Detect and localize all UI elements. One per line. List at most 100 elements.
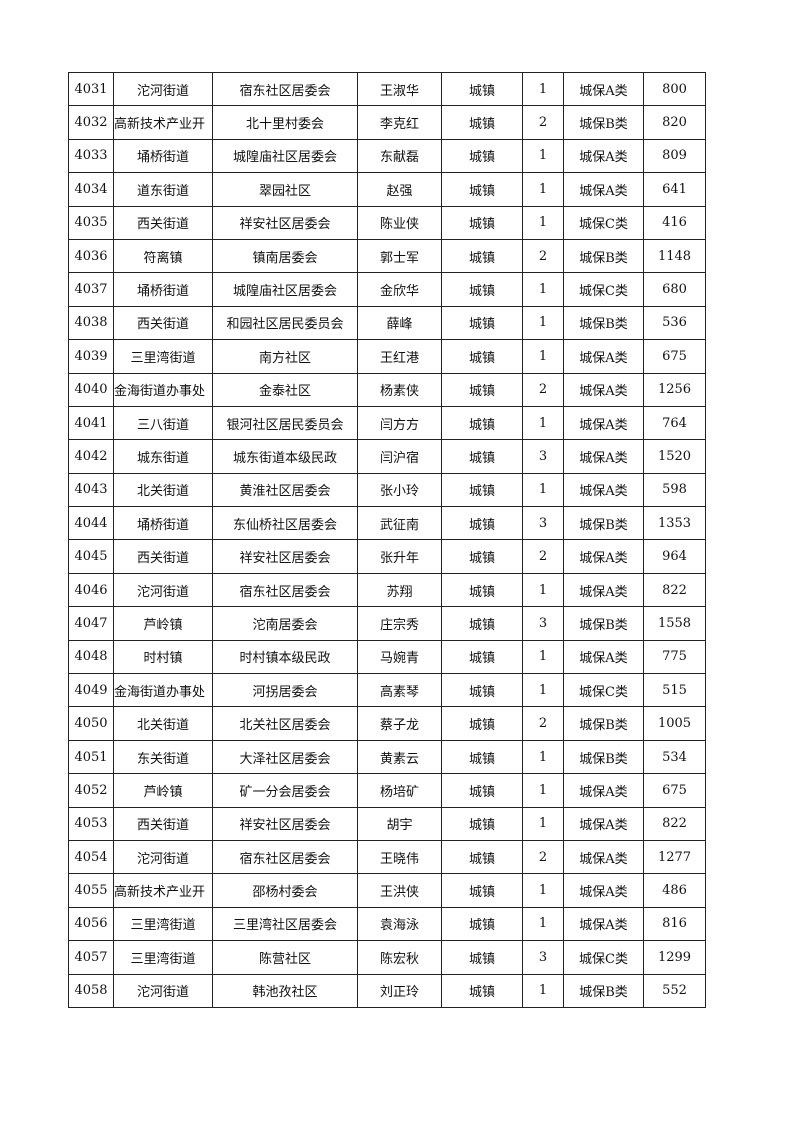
table-row: 4049 金海街道办事处 河拐居委会 高素琴 城镇 1 城保C类 515: [68, 673, 706, 708]
cell-row-id: 4037: [68, 272, 114, 307]
cell-community: 祥安社区居委会: [212, 806, 358, 841]
table-row: 4043 北关街道 黄淮社区居委会 张小玲 城镇 1 城保A类 598: [68, 472, 706, 508]
cell-household-size: 2: [522, 706, 564, 741]
cell-name: 武征南: [357, 506, 442, 541]
cell-street: 沱河街道: [113, 572, 213, 608]
cell-street: 北关街道: [113, 472, 213, 508]
cell-row-id: 4040: [68, 372, 114, 407]
cell-name: 王红港: [357, 339, 442, 374]
table-row: 4041 三八街道 银河社区居民委员会 闫方方 城镇 1 城保A类 764: [68, 405, 706, 441]
cell-street: 东关街道: [113, 739, 213, 775]
cell-amount: 1148: [643, 238, 706, 274]
cell-area-type: 城镇: [441, 906, 523, 942]
cell-household-size: 1: [522, 873, 564, 908]
cell-category: 城保A类: [563, 71, 644, 107]
cell-household-size: 1: [522, 205, 564, 240]
table-row: 4046 沱河街道 宿东社区居委会 苏翔 城镇 1 城保A类 822: [68, 572, 706, 608]
cell-household-size: 1: [522, 172, 564, 207]
cell-amount: 820: [643, 105, 706, 140]
cell-row-id: 4048: [68, 639, 114, 675]
cell-row-id: 4055: [68, 873, 114, 908]
cell-name: 李克红: [357, 105, 442, 140]
cell-area-type: 城镇: [441, 138, 523, 174]
cell-category: 城保B类: [563, 506, 644, 541]
cell-name: 东献磊: [357, 138, 442, 174]
cell-category: 城保A类: [563, 773, 644, 808]
cell-name: 闫方方: [357, 405, 442, 441]
cell-row-id: 4038: [68, 305, 114, 341]
cell-name: 赵强: [357, 172, 442, 207]
cell-area-type: 城镇: [441, 372, 523, 407]
cell-amount: 552: [643, 973, 706, 1008]
table-row: 4053 西关街道 祥安社区居委会 胡宇 城镇 1 城保A类 822: [68, 806, 706, 841]
cell-name: 陈宏秋: [357, 940, 442, 975]
cell-household-size: 1: [522, 405, 564, 441]
cell-area-type: 城镇: [441, 673, 523, 708]
cell-amount: 1299: [643, 940, 706, 975]
cell-street: 埇桥街道: [113, 506, 213, 541]
cell-community: 时村镇本级民政: [212, 639, 358, 675]
cell-row-id: 4053: [68, 806, 114, 841]
cell-street: 西关街道: [113, 205, 213, 240]
cell-row-id: 4042: [68, 439, 114, 474]
table-row: 4056 三里湾街道 三里湾社区居委会 袁海泳 城镇 1 城保A类 816: [68, 906, 706, 942]
cell-household-size: 1: [522, 639, 564, 675]
cell-amount: 515: [643, 673, 706, 708]
cell-community: 和园社区居民委员会: [212, 305, 358, 341]
cell-name: 王淑华: [357, 71, 442, 107]
cell-area-type: 城镇: [441, 272, 523, 307]
cell-community: 城隍庙社区居委会: [212, 272, 358, 307]
cell-row-id: 4043: [68, 472, 114, 508]
cell-community: 宿东社区居委会: [212, 572, 358, 608]
cell-household-size: 3: [522, 506, 564, 541]
cell-community: 城隍庙社区居委会: [212, 138, 358, 174]
cell-name: 陈业侠: [357, 205, 442, 240]
cell-household-size: 3: [522, 606, 564, 641]
table-row: 4042 城东街道 城东街道本级民政 闫沪宿 城镇 3 城保A类 1520: [68, 439, 706, 474]
cell-area-type: 城镇: [441, 506, 523, 541]
cell-row-id: 4056: [68, 906, 114, 942]
cell-household-size: 3: [522, 940, 564, 975]
cell-name: 袁海泳: [357, 906, 442, 942]
table-row: 4054 沱河街道 宿东社区居委会 王晓伟 城镇 2 城保A类 1277: [68, 839, 706, 875]
cell-amount: 800: [643, 71, 706, 107]
cell-row-id: 4046: [68, 572, 114, 608]
cell-name: 郭士军: [357, 238, 442, 274]
cell-category: 城保A类: [563, 472, 644, 508]
table-row: 4036 符离镇 镇南居委会 郭士军 城镇 2 城保B类 1148: [68, 238, 706, 274]
cell-amount: 964: [643, 539, 706, 574]
cell-name: 庄宗秀: [357, 606, 442, 641]
cell-name: 金欣华: [357, 272, 442, 307]
table-row: 4039 三里湾街道 南方社区 王红港 城镇 1 城保A类 675: [68, 339, 706, 374]
cell-area-type: 城镇: [441, 305, 523, 341]
cell-amount: 534: [643, 739, 706, 775]
cell-amount: 536: [643, 305, 706, 341]
cell-area-type: 城镇: [441, 806, 523, 841]
cell-area-type: 城镇: [441, 706, 523, 741]
table-row: 4044 埇桥街道 东仙桥社区居委会 武征南 城镇 3 城保B类 1353: [68, 506, 706, 541]
cell-community: 南方社区: [212, 339, 358, 374]
cell-area-type: 城镇: [441, 71, 523, 107]
cell-row-id: 4054: [68, 839, 114, 875]
cell-name: 薛峰: [357, 305, 442, 341]
cell-area-type: 城镇: [441, 105, 523, 140]
cell-area-type: 城镇: [441, 606, 523, 641]
cell-community: 城东街道本级民政: [212, 439, 358, 474]
cell-category: 城保A类: [563, 138, 644, 174]
cell-household-size: 2: [522, 372, 564, 407]
cell-household-size: 1: [522, 973, 564, 1008]
cell-row-id: 4050: [68, 706, 114, 741]
cell-street: 时村镇: [113, 639, 213, 675]
cell-street: 芦岭镇: [113, 606, 213, 641]
cell-community: 沱南居委会: [212, 606, 358, 641]
table-row: 4034 道东街道 翠园社区 赵强 城镇 1 城保A类 641: [68, 172, 706, 207]
cell-household-size: 1: [522, 806, 564, 841]
cell-category: 城保B类: [563, 606, 644, 641]
cell-street: 高新技术产业开: [113, 105, 213, 140]
cell-amount: 675: [643, 339, 706, 374]
cell-amount: 775: [643, 639, 706, 675]
cell-household-size: 2: [522, 238, 564, 274]
cell-area-type: 城镇: [441, 205, 523, 240]
cell-street: 三里湾街道: [113, 339, 213, 374]
cell-household-size: 2: [522, 539, 564, 574]
